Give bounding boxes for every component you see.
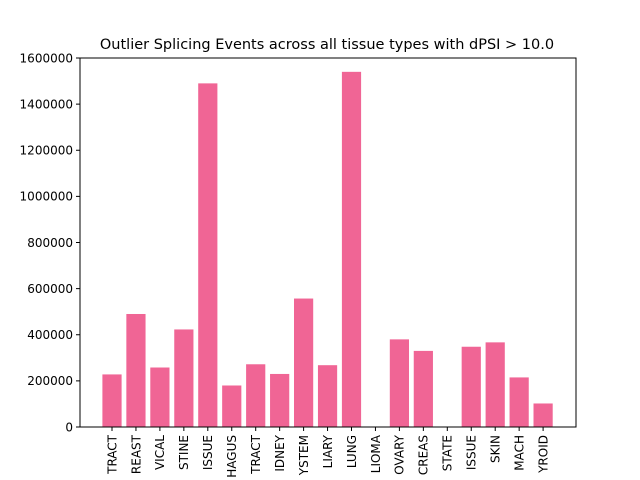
x-category-label: TRACT	[105, 434, 119, 475]
y-tick-label: 1200000	[20, 144, 73, 158]
y-tick-label: 1400000	[20, 97, 73, 111]
plot-frame	[79, 57, 577, 428]
x-category-label: HAGUS	[225, 435, 239, 478]
x-category-label: CREAS	[417, 435, 431, 475]
bar-tissue	[461, 346, 481, 427]
y-tick-label: 400000	[27, 328, 73, 342]
bar-system	[294, 298, 314, 427]
x-category-label: STATE	[441, 435, 455, 471]
bar-lung	[341, 71, 362, 428]
x-category-label: ISSUE	[201, 435, 215, 470]
x-axis: TRACT REAST VICAL STINE ISSUE HAGUS TRACT IDNEY…	[105, 427, 550, 478]
bar-thyroid	[533, 403, 553, 427]
x-category-label: IDNEY	[273, 434, 287, 471]
bar-biliary	[317, 365, 338, 427]
x-category-label: YSTEM	[297, 435, 311, 476]
x-category-label: ISSUE	[465, 435, 479, 470]
x-category-label: LUNG	[345, 435, 359, 468]
bar-skin	[485, 342, 505, 427]
bar-cervical	[150, 367, 170, 427]
bar-ovary	[389, 339, 409, 427]
bar-breast	[126, 313, 146, 427]
bar-tissue	[198, 83, 218, 428]
bars-group	[102, 71, 553, 428]
x-category-label: SKIN	[489, 435, 503, 463]
bar-tract	[246, 364, 266, 427]
x-category-label: LIOMA	[369, 434, 383, 473]
y-tick-label: 600000	[27, 282, 73, 296]
y-tick-label: 200000	[27, 374, 73, 388]
y-tick-label: 800000	[27, 236, 73, 250]
bar-intestine	[174, 329, 194, 427]
x-category-label: VICAL	[153, 435, 167, 470]
bar-esophagus	[222, 385, 242, 427]
x-category-label: REAST	[129, 434, 143, 474]
x-category-label: LIARY	[321, 434, 335, 468]
x-category-label: YROID	[536, 435, 550, 474]
bar-kidney	[270, 373, 290, 427]
chart-title: Outlier Splicing Events across all tissu…	[100, 37, 554, 53]
y-axis: 0 200000 400000 600000 800000 1000000 1200000 1…	[20, 51, 80, 434]
y-tick-label: 0	[65, 420, 73, 434]
bar-pancreas	[413, 350, 433, 427]
y-tick-label: 1600000	[20, 51, 73, 65]
x-category-label: MACH	[512, 435, 526, 471]
bar-tract	[102, 374, 122, 427]
bar-stomach	[509, 377, 529, 427]
x-category-label: OVARY	[393, 434, 407, 474]
y-tick-label: 1000000	[20, 190, 73, 204]
x-category-label: TRACT	[249, 434, 263, 475]
x-category-label: STINE	[177, 435, 191, 470]
